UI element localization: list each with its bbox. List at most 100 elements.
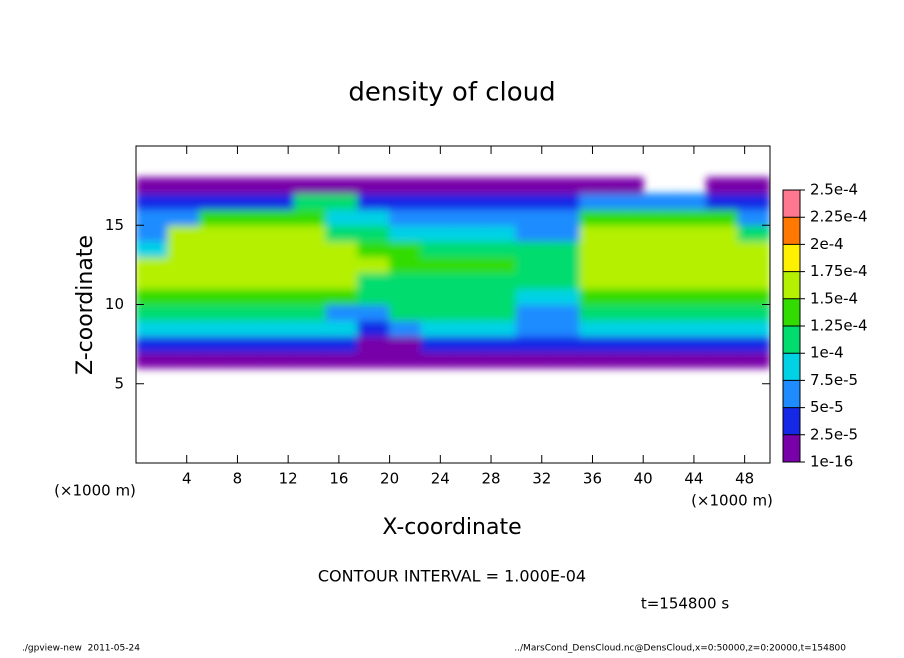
- heat-cell: [167, 304, 200, 321]
- heat-cell: [198, 272, 232, 290]
- heat-cell: [198, 288, 232, 305]
- heat-cell: [579, 208, 612, 226]
- heat-cell: [547, 208, 581, 226]
- heat-cell: [136, 272, 169, 290]
- heat-cell: [674, 208, 708, 226]
- heat-cell: [262, 335, 295, 353]
- heat-cell: [611, 335, 644, 353]
- heat-cell: [706, 335, 739, 353]
- heat-cell: [484, 288, 517, 305]
- heat-cell: [515, 224, 549, 242]
- heat-cell: [611, 177, 644, 195]
- heat-cell: [706, 272, 739, 290]
- heat-cell: [484, 256, 517, 274]
- heat-cell: [294, 351, 327, 369]
- heat-cell: [674, 304, 708, 321]
- heat-cell: [420, 208, 454, 226]
- heat-cell: [579, 256, 612, 274]
- heat-cell: [579, 193, 612, 210]
- heat-cell: [325, 193, 359, 210]
- heat-cell: [579, 240, 612, 258]
- heat-cell: [325, 208, 359, 226]
- heat-cell: [420, 193, 454, 210]
- heat-cell: [706, 351, 739, 369]
- heat-cell: [262, 304, 295, 321]
- heat-cell: [737, 304, 770, 321]
- heat-cell: [674, 224, 708, 242]
- heatmap: [136, 177, 770, 369]
- heat-cell: [325, 177, 359, 195]
- heat-cell: [515, 288, 549, 305]
- colorbar-swatch: [783, 190, 800, 218]
- heat-cell: [357, 256, 391, 274]
- heat-cell: [230, 240, 264, 258]
- heat-cell: [547, 304, 581, 321]
- heat-cell: [706, 177, 739, 195]
- heat-cell: [230, 208, 264, 226]
- heat-cell: [674, 272, 708, 290]
- colorbar-swatch: [783, 380, 800, 408]
- x-axis-label: X-coordinate: [382, 515, 521, 540]
- heat-cell: [230, 288, 264, 305]
- heat-cell: [198, 177, 232, 195]
- y-tick-label: 10: [105, 295, 124, 313]
- heat-cell: [452, 224, 486, 242]
- heat-cell: [420, 272, 454, 290]
- x-tick-label: 40: [634, 470, 653, 488]
- heat-cell: [611, 272, 644, 290]
- heat-cell: [737, 193, 770, 210]
- heat-cell: [389, 319, 422, 337]
- heat-cell: [198, 319, 232, 337]
- heat-cell: [515, 177, 549, 195]
- heat-cell: [167, 240, 200, 258]
- heat-cell: [198, 335, 232, 353]
- heat-cell: [452, 335, 486, 353]
- heat-cell: [136, 319, 169, 337]
- heat-cell: [357, 335, 391, 353]
- heat-cell: [579, 335, 612, 353]
- heat-cell: [325, 224, 359, 242]
- heat-cell: [452, 177, 486, 195]
- heat-cell: [420, 288, 454, 305]
- heat-cell: [579, 177, 612, 195]
- time-label: t=154800 s: [641, 595, 729, 613]
- x-tick-label: 12: [279, 470, 298, 488]
- heat-cell: [611, 288, 644, 305]
- x-tick-label: 20: [380, 470, 399, 488]
- heat-cell: [420, 240, 454, 258]
- heat-cell: [579, 288, 612, 305]
- x-tick-label: 24: [431, 470, 450, 488]
- heat-cell: [167, 256, 200, 274]
- heat-cell: [420, 304, 454, 321]
- heat-cell: [452, 208, 486, 226]
- colorbar-label: 5e-5: [810, 398, 844, 416]
- heat-cell: [389, 256, 422, 274]
- heat-cell: [198, 224, 232, 242]
- heat-cell: [262, 208, 295, 226]
- heat-cell: [136, 351, 169, 369]
- heat-cell: [294, 256, 327, 274]
- heat-cell: [484, 193, 517, 210]
- heat-cell: [325, 351, 359, 369]
- heat-cell: [484, 240, 517, 258]
- heat-cell: [674, 319, 708, 337]
- heat-cell: [706, 319, 739, 337]
- heat-cell: [294, 208, 327, 226]
- heat-cell: [484, 351, 517, 369]
- footer-right: ../MarsCond_DensCloud.nc@DensCloud,x=0:5…: [514, 644, 846, 654]
- heat-cell: [674, 256, 708, 274]
- heat-cell: [262, 288, 295, 305]
- heat-cell: [262, 224, 295, 242]
- heat-cell: [230, 224, 264, 242]
- colorbar-swatch: [783, 271, 800, 299]
- heat-cell: [674, 193, 708, 210]
- heat-cell: [325, 272, 359, 290]
- x-tick-label: 28: [481, 470, 500, 488]
- heat-cell: [674, 240, 708, 258]
- heat-cell: [325, 304, 359, 321]
- heat-cell: [611, 319, 644, 337]
- heat-cell: [294, 304, 327, 321]
- heat-cell: [389, 193, 422, 210]
- colorbar-swatch: [783, 217, 800, 245]
